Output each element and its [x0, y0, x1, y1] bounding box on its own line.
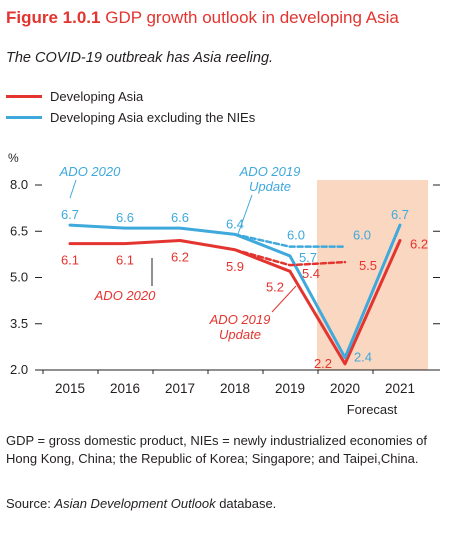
- data-label: 6.2: [410, 237, 428, 252]
- footnote: GDP = gross domestic product, NIEs = new…: [6, 433, 428, 466]
- chart-subtitle: The COVID-19 outbreak has Asia reeling.: [6, 50, 274, 66]
- legend-label: Developing Asia: [50, 89, 144, 104]
- data-label: 6.0: [353, 228, 371, 243]
- annotation-label: ADO 2020: [94, 288, 156, 303]
- data-label: 6.6: [171, 210, 189, 225]
- y-tick-label: 3.5: [10, 316, 28, 331]
- source-name: Asian Development Outlook: [54, 496, 216, 511]
- annotation-label: Update: [219, 327, 261, 342]
- y-tick-label: 8.0: [10, 177, 28, 192]
- source-suffix: database.: [215, 496, 277, 511]
- x-tick-label: 2020: [330, 381, 360, 396]
- series-line-3: [233, 233, 347, 248]
- x-tick-label: 2015: [55, 381, 85, 396]
- annotation-label: ADO 2019: [239, 164, 301, 179]
- x-tick-label: 2016: [110, 381, 140, 396]
- data-label: 2.4: [354, 350, 372, 365]
- x-tick-label: 2018: [220, 381, 250, 396]
- legend-label: Developing Asia excluding the NIEs: [50, 110, 256, 125]
- legend-swatch-blue: [6, 116, 42, 119]
- y-tick-label: 2.0: [10, 362, 28, 377]
- data-label: 6.1: [61, 253, 79, 268]
- x-tick-label: 2017: [165, 381, 195, 396]
- data-label: 6.0: [287, 228, 305, 243]
- figure-title: GDP growth outlook in developing Asia: [105, 8, 399, 27]
- x-tick-sublabel: Forecast: [347, 402, 398, 417]
- data-label: 2.2: [314, 356, 332, 371]
- figure-label: Figure 1.0.1: [6, 8, 101, 27]
- series-line-2: [233, 248, 347, 267]
- x-tick-label: 2021: [385, 381, 415, 396]
- legend: Developing Asia Developing Asia excludin…: [6, 86, 255, 128]
- legend-swatch-red: [6, 95, 42, 98]
- data-label: 5.5: [359, 258, 377, 273]
- data-label: 5.4: [302, 266, 320, 281]
- data-label: 6.7: [391, 207, 409, 222]
- data-label: 6.2: [171, 250, 189, 265]
- annotation-label: ADO 2019: [209, 312, 271, 327]
- data-label: 5.9: [226, 259, 244, 274]
- annotation-leader: [271, 285, 297, 313]
- legend-item-developing-asia: Developing Asia: [6, 86, 255, 107]
- annotation-label: ADO 2020: [59, 164, 121, 179]
- gdp-growth-line-chart: % 2.0 3.5 5.0 6.5 8.0 2015 2016 2017 2018 2019 2020…: [8, 151, 440, 417]
- data-label: 5.2: [266, 279, 284, 294]
- data-label: 6.7: [61, 207, 79, 222]
- legend-item-developing-asia-excl-nies: Developing Asia excluding the NIEs: [6, 107, 255, 128]
- data-label: 5.7: [299, 250, 317, 265]
- y-axis-unit-label: %: [8, 151, 19, 165]
- annotation-label: Update: [249, 179, 291, 194]
- annotation-leader: [237, 194, 253, 235]
- source-note: Source: Asian Development Outlook databa…: [6, 496, 276, 511]
- data-label: 6.1: [116, 253, 134, 268]
- data-label: 6.6: [116, 210, 134, 225]
- chart-title: Figure 1.0.1 GDP growth outlook in devel…: [6, 8, 399, 28]
- forecast-shading: [317, 180, 428, 370]
- data-label: 6.4: [226, 216, 244, 231]
- y-tick-label: 6.5: [10, 223, 28, 238]
- annotation-leader: [69, 179, 77, 199]
- y-tick-label: 5.0: [10, 270, 28, 285]
- x-tick-label: 2019: [275, 381, 305, 396]
- source-prefix: Source:: [6, 496, 55, 511]
